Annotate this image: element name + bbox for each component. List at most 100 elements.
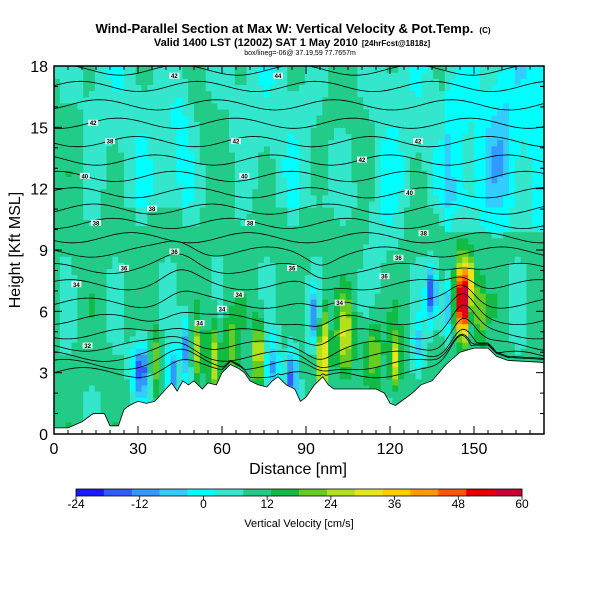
field-cell xyxy=(357,151,364,159)
field-cell xyxy=(514,231,522,239)
field-cell xyxy=(526,182,533,190)
field-cell xyxy=(514,170,522,177)
field-cell xyxy=(217,194,224,202)
field-cell xyxy=(334,194,341,202)
field-cell xyxy=(100,372,108,380)
field-cell xyxy=(264,286,271,294)
field-cell xyxy=(427,84,434,92)
field-cell xyxy=(468,108,475,116)
field-cell xyxy=(234,286,242,294)
field-cell xyxy=(491,237,498,245)
field-cell xyxy=(252,317,259,325)
field-cell xyxy=(468,225,475,233)
field-cell xyxy=(456,225,463,233)
field-cell xyxy=(468,262,475,269)
field-cell xyxy=(65,170,73,177)
field-cell xyxy=(328,225,335,233)
field-cell xyxy=(54,213,61,220)
field-cell xyxy=(129,384,137,392)
field-cell xyxy=(479,231,487,239)
field-cell xyxy=(141,360,148,368)
field-cell xyxy=(65,409,73,417)
field-cell xyxy=(159,66,166,73)
field-cell xyxy=(194,329,201,337)
field-cell xyxy=(246,342,253,349)
field-cell xyxy=(514,219,522,227)
field-cell xyxy=(514,84,522,92)
field-cell xyxy=(316,280,323,288)
field-cell xyxy=(77,121,84,128)
field-cell xyxy=(54,78,61,85)
field-cell xyxy=(194,311,201,319)
field-cell xyxy=(532,170,539,177)
field-cell xyxy=(427,274,434,282)
field-cell xyxy=(468,237,475,245)
field-cell xyxy=(351,219,358,227)
field-cell xyxy=(264,250,271,257)
field-cell xyxy=(205,121,213,128)
field-cell xyxy=(188,182,195,190)
field-cell xyxy=(100,360,108,368)
field-cell xyxy=(141,127,148,135)
field-cell xyxy=(380,200,388,208)
field-cell xyxy=(497,115,504,122)
field-cell xyxy=(199,72,207,79)
field-cell xyxy=(351,286,358,294)
field-cell xyxy=(211,286,218,294)
field-cell xyxy=(83,354,90,361)
field-cell xyxy=(129,72,137,79)
field-cell xyxy=(106,348,113,355)
field-cell xyxy=(229,90,236,98)
field-cell xyxy=(304,354,312,361)
field-cell xyxy=(240,200,248,208)
field-cell xyxy=(164,231,172,239)
field-cell xyxy=(159,384,166,392)
field-cell xyxy=(258,268,265,276)
field-cell xyxy=(386,268,393,276)
field-cell xyxy=(182,145,189,153)
field-cell xyxy=(456,299,463,306)
field-cell xyxy=(223,317,230,325)
field-cell xyxy=(444,90,452,98)
field-cell xyxy=(404,323,411,331)
field-cell xyxy=(456,348,463,355)
field-cell xyxy=(83,286,90,294)
field-cell xyxy=(199,66,207,73)
field-cell xyxy=(532,176,539,184)
field-cell xyxy=(374,366,382,374)
field-cell xyxy=(386,274,393,282)
field-cell xyxy=(427,286,434,294)
field-cell xyxy=(100,256,108,263)
field-cell xyxy=(83,250,90,257)
field-cell xyxy=(153,213,160,220)
field-cell xyxy=(106,133,113,141)
field-cell xyxy=(444,354,452,361)
field-cell xyxy=(485,176,493,184)
field-cell xyxy=(427,207,434,214)
field-cell xyxy=(112,72,119,79)
field-cell xyxy=(141,323,148,331)
field-cell xyxy=(223,200,230,208)
field-cell xyxy=(94,158,102,165)
field-cell xyxy=(322,335,329,343)
field-cell xyxy=(398,78,405,85)
field-cell xyxy=(462,164,469,171)
field-cell xyxy=(439,250,446,257)
field-cell xyxy=(229,164,236,171)
field-cell xyxy=(77,305,84,312)
field-cell xyxy=(170,366,178,374)
field-cell xyxy=(526,280,533,288)
field-cell xyxy=(83,90,90,98)
field-cell xyxy=(497,305,504,312)
field-cell xyxy=(217,354,224,361)
field-cell xyxy=(281,78,288,85)
field-cell xyxy=(351,305,358,312)
field-cell xyxy=(398,378,405,386)
field-cell xyxy=(246,127,253,135)
field-cell xyxy=(409,237,417,245)
field-cell xyxy=(217,121,224,128)
field-cell xyxy=(409,360,417,368)
field-cell xyxy=(369,127,376,135)
field-cell xyxy=(269,182,277,190)
